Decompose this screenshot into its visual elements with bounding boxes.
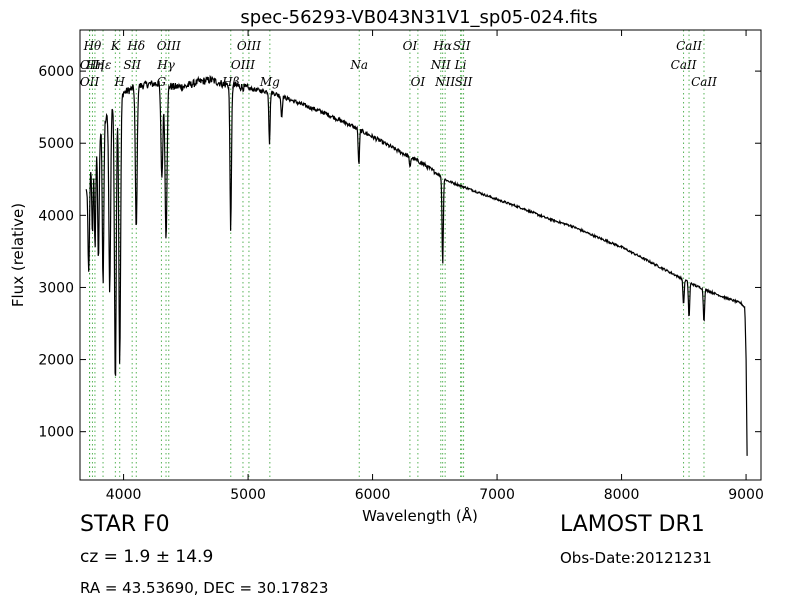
y-tick-label: 3000 (38, 280, 74, 296)
x-tick-label: 4000 (106, 487, 142, 503)
marker-label: H (113, 75, 125, 89)
marker-label: OI (411, 75, 426, 89)
marker-label: OIII (157, 39, 181, 53)
survey-label: LAMOST DR1 (560, 512, 705, 537)
y-tick-label: 1000 (38, 425, 74, 441)
marker-label: CaII (691, 75, 717, 89)
marker-label: OI (403, 39, 418, 53)
marker-label: CaII (671, 58, 697, 72)
marker-label: Mg (259, 75, 280, 89)
marker-label: OII (80, 75, 100, 89)
x-tick-label: 5000 (230, 487, 266, 503)
y-tick-label: 5000 (38, 136, 74, 152)
marker-label: K (110, 39, 121, 53)
marker-label: SII (455, 75, 473, 89)
marker-label: Hε (94, 58, 112, 72)
x-tick-label: 8000 (604, 487, 640, 503)
observation-date-label: Obs-Date:20121231 (560, 549, 712, 567)
redshift-label: cz = 1.9 ± 14.9 (80, 547, 214, 567)
x-tick-label: 6000 (355, 487, 391, 503)
marker-label: Hθ (83, 39, 102, 53)
marker-label: OIII (231, 58, 255, 72)
marker-label: Hγ (156, 58, 175, 72)
marker-label: Na (349, 58, 368, 72)
object-class-label: STAR F0 (80, 512, 170, 537)
marker-label: NII (430, 58, 451, 72)
marker-label: Hα (432, 39, 452, 53)
y-tick-label: 2000 (38, 353, 74, 369)
line-markers: OIIOIIHθHηHεKHSIIHδGHγOIIIHβOIIIOIIIMgNa… (80, 30, 717, 480)
marker-label: SII (123, 58, 141, 72)
marker-label: OIII (237, 39, 261, 53)
marker-label: NII (434, 75, 455, 89)
chart-title: spec-56293-VB043N31V1_sp05-024.fits (240, 7, 597, 28)
marker-label: Hδ (126, 39, 145, 53)
spectrum-line (85, 74, 748, 456)
x-axis-label: Wavelength (Å) (362, 506, 478, 525)
y-tick-label: 6000 (38, 64, 74, 80)
marker-label: Li (454, 58, 467, 72)
marker-label: CaII (676, 39, 702, 53)
x-axis: 4000 5000 6000 7000 8000 9000 (106, 30, 764, 503)
y-axis-label: Flux (relative) (9, 203, 27, 307)
x-tick-label: 7000 (479, 487, 515, 503)
plot-frame (79, 29, 762, 481)
coordinates-label: RA = 43.53690, DEC = 30.17823 (80, 579, 329, 597)
x-tick-label: 9000 (728, 487, 764, 503)
y-axis: 1000 2000 3000 4000 5000 6000 (38, 64, 761, 441)
marker-label: G (157, 75, 167, 89)
y-tick-label: 4000 (38, 208, 74, 224)
marker-label: Hη (85, 58, 104, 72)
marker-label: SII (453, 39, 471, 53)
